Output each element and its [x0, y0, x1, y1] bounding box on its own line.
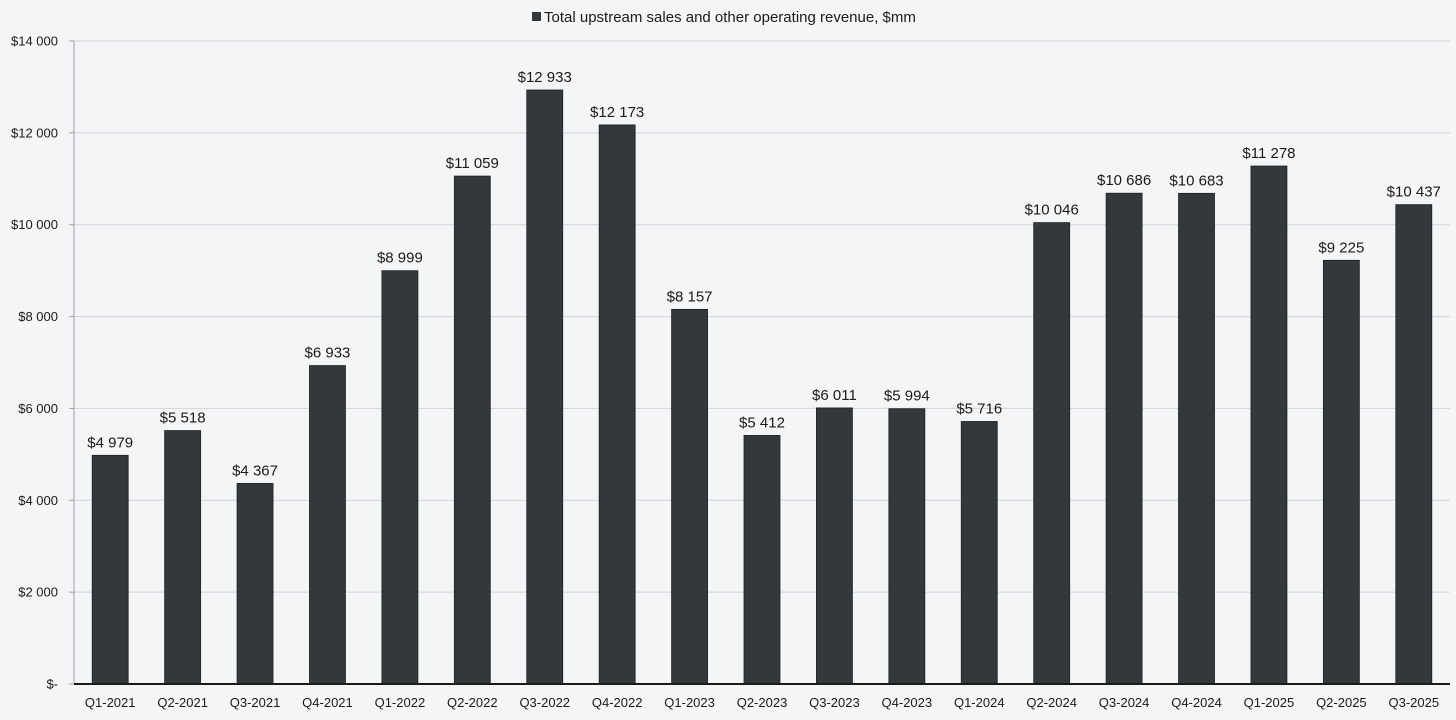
bar	[598, 124, 636, 685]
y-tick-label: $6 000	[18, 401, 58, 416]
y-tick-label: $10 000	[11, 217, 58, 232]
bar	[1033, 222, 1071, 685]
bar	[816, 407, 853, 685]
bar-data-label: $4 979	[87, 434, 133, 451]
bar-data-label: $10 683	[1169, 172, 1223, 189]
bar	[309, 365, 346, 685]
y-axis: $- $2 000 $4 000 $6 000 $8 000 $10 000 $12 000…	[11, 34, 75, 692]
bar	[1105, 192, 1143, 685]
y-tick-label: $4 000	[18, 493, 58, 508]
y-tick-label: $14 000	[11, 34, 58, 49]
bar-data-label: $10 046	[1025, 202, 1079, 219]
x-tick-label: Q2-2023	[737, 695, 788, 710]
bar-data-label: $5 518	[160, 410, 206, 427]
bar	[671, 308, 708, 685]
x-tick-label: Q4-2023	[882, 695, 933, 710]
bar-data-labels: $4 979 $5 518 $4 367 $6 933 $8 999 $11 059 $12…	[87, 69, 1441, 479]
bar-data-label: $12 173	[590, 104, 644, 121]
x-tick-label: Q3-2022	[519, 695, 570, 710]
bar-data-label: $10 437	[1387, 184, 1441, 201]
bar-data-label: $6 933	[305, 345, 351, 362]
bar-data-label: $10 686	[1097, 172, 1151, 189]
bar	[1395, 204, 1433, 685]
x-tick-label: Q1-2021	[85, 695, 136, 710]
bar-data-label: $5 716	[956, 400, 1002, 417]
bar-data-label: $11 059	[446, 155, 499, 172]
x-axis: Q1-2021 Q2-2021 Q3-2021 Q4-2021 Q1-2022 Q2-20…	[74, 683, 1450, 710]
y-tick-label: $-	[46, 677, 58, 692]
x-tick-label: Q3-2024	[1099, 695, 1150, 710]
bar	[453, 175, 491, 685]
bar-data-label: $12 933	[518, 69, 572, 86]
bar	[236, 483, 274, 685]
bar-data-label: $4 367	[232, 462, 278, 479]
legend-swatch	[532, 12, 541, 21]
bar-data-label: $9 225	[1318, 239, 1364, 256]
bar	[1322, 259, 1360, 685]
x-tick-label: Q1-2023	[664, 695, 715, 710]
y-tick-label: $2 000	[18, 585, 58, 600]
y-tick-label: $8 000	[18, 309, 58, 324]
x-tick-label: Q3-2023	[809, 695, 860, 710]
bar	[164, 430, 202, 685]
bar	[1178, 192, 1215, 685]
bar-data-label: $8 157	[667, 288, 713, 305]
x-tick-label: Q2-2024	[1026, 695, 1077, 710]
x-tick-label: Q2-2021	[157, 695, 208, 710]
x-tick-label: Q4-2022	[592, 695, 643, 710]
legend: Total upstream sales and other operating…	[532, 9, 916, 26]
bar	[960, 421, 998, 685]
bar-data-label: $6 011	[812, 387, 857, 404]
x-tick-label: Q2-2022	[447, 695, 498, 710]
bar	[888, 408, 926, 685]
x-tick-label: Q4-2021	[302, 695, 353, 710]
legend-label: Total upstream sales and other operating…	[544, 9, 916, 26]
gridlines	[74, 40, 1450, 593]
bar-data-label: $11 278	[1242, 145, 1295, 162]
bar	[743, 435, 781, 685]
x-tick-label: Q4-2024	[1171, 695, 1222, 710]
bar	[526, 89, 564, 685]
bars	[91, 89, 1433, 685]
x-tick-label: Q1-2022	[375, 695, 426, 710]
bar	[91, 454, 129, 685]
bar-data-label: $5 412	[739, 414, 785, 431]
bar-data-label: $8 999	[377, 250, 423, 267]
x-tick-label: Q2-2025	[1316, 695, 1367, 710]
x-tick-label: Q1-2024	[954, 695, 1005, 710]
x-tick-label: Q1-2025	[1244, 695, 1295, 710]
x-tick-label: Q3-2025	[1388, 695, 1439, 710]
bar-data-label: $5 994	[884, 388, 930, 405]
x-tick-label: Q3-2021	[230, 695, 281, 710]
y-tick-label: $12 000	[11, 125, 58, 140]
bar	[381, 270, 419, 685]
bar	[1250, 165, 1288, 685]
